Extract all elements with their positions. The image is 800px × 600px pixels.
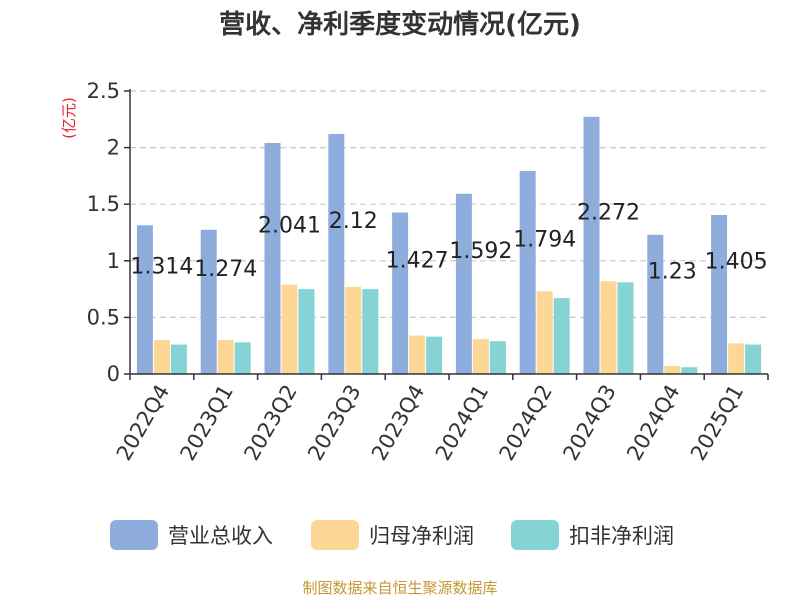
bar-deducted-profit bbox=[745, 344, 762, 374]
x-tick-label: 2023Q4 bbox=[367, 381, 429, 465]
bar-revenue bbox=[328, 134, 345, 374]
data-label: 1.314 bbox=[130, 255, 193, 280]
bar-revenue bbox=[711, 214, 728, 374]
x-tick-label: 2022Q4 bbox=[112, 381, 174, 465]
bar-net-profit bbox=[409, 335, 426, 374]
data-label: 1.592 bbox=[449, 239, 512, 264]
bar-net-profit bbox=[728, 343, 745, 374]
bar-net-profit bbox=[600, 281, 617, 374]
bar-revenue bbox=[455, 193, 472, 374]
bar-revenue bbox=[264, 142, 281, 374]
bar-net-profit bbox=[281, 284, 298, 374]
bar-deducted-profit bbox=[681, 367, 698, 374]
bar-deducted-profit bbox=[170, 344, 187, 374]
y-tick-label: 2.5 bbox=[87, 79, 120, 103]
legend-item-revenue[interactable]: 营业总收入 bbox=[110, 518, 273, 552]
y-axis-label: (亿元) bbox=[60, 97, 78, 139]
x-tick-label: 2023Q3 bbox=[303, 381, 365, 465]
bar-revenue bbox=[583, 116, 600, 374]
bar-revenue bbox=[647, 234, 664, 374]
x-tick-label: 2024Q1 bbox=[431, 381, 493, 465]
bar-net-profit bbox=[217, 340, 234, 374]
x-tick-label: 2024Q3 bbox=[558, 381, 620, 465]
legend-item-deducted-profit[interactable]: 扣非净利润 bbox=[511, 518, 674, 552]
x-tick-label: 2023Q1 bbox=[176, 381, 238, 465]
legend-label-revenue: 营业总收入 bbox=[168, 524, 273, 548]
bar-deducted-profit bbox=[553, 298, 570, 374]
bar-deducted-profit bbox=[617, 282, 634, 374]
bar-revenue bbox=[200, 229, 217, 374]
y-tick-label: 1.5 bbox=[87, 192, 120, 216]
y-tick-label: 0.5 bbox=[87, 305, 120, 329]
bar-revenue bbox=[519, 170, 536, 374]
bar-deducted-profit bbox=[426, 336, 443, 374]
legend-label-net-profit: 归母净利润 bbox=[369, 524, 474, 548]
data-label: 2.272 bbox=[577, 200, 640, 225]
data-source-note: 制图数据来自恒生聚源数据库 bbox=[302, 579, 498, 597]
bar-revenue bbox=[136, 225, 153, 374]
y-tick-label: 1 bbox=[107, 249, 120, 273]
data-label: 1.794 bbox=[513, 227, 576, 252]
x-tick-label: 2025Q1 bbox=[686, 381, 748, 465]
x-tick-label: 2023Q2 bbox=[239, 381, 301, 465]
x-tick-label: 2024Q4 bbox=[622, 381, 684, 465]
bar-deducted-profit bbox=[234, 342, 251, 374]
bar-net-profit bbox=[664, 366, 681, 374]
x-tick-label: 2024Q2 bbox=[495, 381, 557, 465]
bar-deducted-profit bbox=[298, 289, 315, 374]
bars bbox=[136, 116, 762, 374]
legend-swatch-revenue bbox=[110, 520, 158, 550]
legend-item-net-profit[interactable]: 归母净利润 bbox=[311, 518, 474, 552]
data-label: 1.405 bbox=[705, 250, 768, 275]
data-label: 1.23 bbox=[648, 259, 697, 284]
y-tick-label: 0 bbox=[107, 362, 120, 386]
chart-title: 营收、净利季度变动情况(亿元) bbox=[219, 10, 581, 40]
data-label: 1.427 bbox=[386, 248, 449, 273]
legend-swatch-net-profit bbox=[311, 520, 359, 550]
bar-deducted-profit bbox=[489, 341, 506, 374]
legend-label-deducted-profit: 扣非净利润 bbox=[569, 524, 674, 548]
data-label: 2.12 bbox=[329, 209, 378, 234]
bar-revenue bbox=[392, 212, 409, 374]
legend-swatch-deducted-profit bbox=[511, 520, 559, 550]
bar-net-profit bbox=[153, 340, 170, 374]
data-label: 2.041 bbox=[258, 214, 321, 239]
y-tick-label: 2 bbox=[107, 136, 120, 160]
bar-net-profit bbox=[472, 338, 489, 374]
data-label: 1.274 bbox=[194, 257, 257, 282]
bar-deducted-profit bbox=[362, 289, 379, 374]
bar-net-profit bbox=[536, 291, 553, 374]
bar-net-profit bbox=[345, 286, 362, 374]
